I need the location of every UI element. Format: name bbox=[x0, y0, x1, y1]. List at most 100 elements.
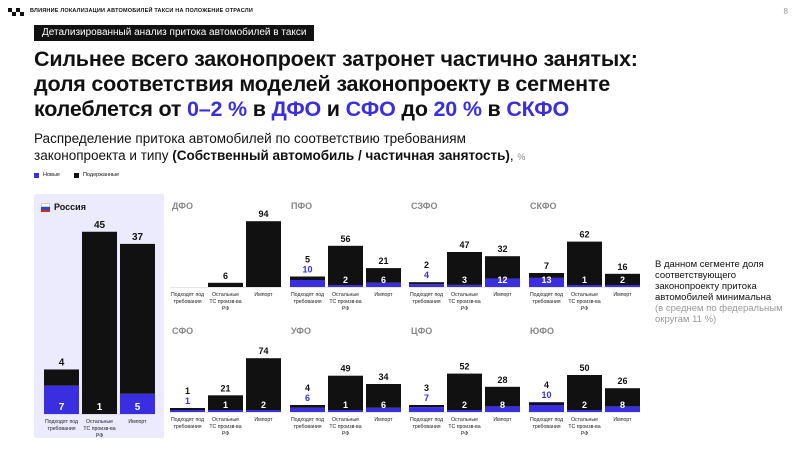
yandex-taxi-logo-icon bbox=[8, 8, 24, 17]
panel-8-bar-used-1 bbox=[567, 375, 602, 410]
panel-7-category-1: Остальные bbox=[451, 417, 478, 423]
panel-3-label-used-1: 47 bbox=[459, 240, 469, 250]
panel-8-bar-used-0 bbox=[529, 402, 564, 405]
panel-6-label-used-0: 4 bbox=[305, 383, 310, 393]
panel-6-bar-new-1 bbox=[328, 410, 363, 412]
panel-3-label-used-2: 32 bbox=[497, 244, 507, 254]
panel-5-label-used-2: 74 bbox=[258, 346, 268, 356]
panel-7-bar-new-1 bbox=[447, 410, 482, 412]
panel-6-category-1: ТС произв-ва bbox=[329, 424, 361, 430]
panel-2-category-1: ТС произв-ва bbox=[329, 299, 361, 305]
panel-6-bar-new-0 bbox=[290, 407, 325, 412]
panel-2-bar-new-1 bbox=[328, 285, 363, 287]
panel-1-category-1: РФ bbox=[222, 306, 229, 312]
panel-2-bar-used-2 bbox=[366, 268, 401, 283]
headline-line-2: доля соответствия моделей законопроекту … bbox=[34, 72, 610, 96]
panel-7-category-1: РФ bbox=[461, 431, 468, 437]
panel-0-label-used-2: 37 bbox=[132, 232, 144, 243]
panel-2-bar-used-1 bbox=[328, 245, 363, 285]
panel-2-bar-new-2 bbox=[366, 282, 401, 287]
panel-5-category-2: Импорт bbox=[254, 417, 273, 423]
panel-4-category-0: требования bbox=[532, 299, 560, 305]
panel-7-bar-new-2 bbox=[485, 406, 520, 412]
panel-5-category-1: Остальные bbox=[212, 417, 239, 423]
panel-8-bar-new-1 bbox=[567, 410, 602, 412]
panel-0-label-used-1: 45 bbox=[94, 220, 106, 231]
panel-3-category-2: Импорт bbox=[493, 292, 512, 298]
panel-6-label-new-0: 6 bbox=[305, 393, 310, 403]
panel-7-bar-used-1 bbox=[447, 373, 482, 410]
panel-3-bar-used-0 bbox=[409, 282, 444, 285]
panel-4-label-inbar-2: 2 bbox=[620, 275, 625, 285]
panel-8-category-0: требования bbox=[532, 424, 560, 430]
panel-7-category-0: требования bbox=[412, 424, 440, 430]
panel-3-category-1: РФ bbox=[461, 306, 468, 312]
panel-4-label-used-0: 7 bbox=[544, 261, 549, 271]
panel-3-label-inbar-1: 3 bbox=[462, 275, 467, 285]
panel-5-bar-used-0 bbox=[170, 408, 205, 410]
panel-2-label-used-0: 5 bbox=[305, 255, 310, 265]
panel-3-category-1: Остальные bbox=[451, 292, 478, 298]
panel-1-category-0: Подходят под bbox=[171, 292, 204, 298]
panel-0-label-used-0: 4 bbox=[59, 357, 65, 368]
panel-5-bar-new-0 bbox=[170, 410, 205, 412]
panel-7-label-used-1: 52 bbox=[459, 362, 469, 372]
panel-7-label-inbar-1: 2 bbox=[462, 400, 467, 410]
panel-0-label-inbar-1: 1 bbox=[97, 402, 103, 413]
panel-8-category-1: ТС произв-ва bbox=[568, 424, 600, 430]
panel-7-label-new-0: 7 bbox=[424, 393, 429, 403]
panel-6-category-0: требования bbox=[293, 424, 321, 430]
panel-4-label-inbar-1: 1 bbox=[582, 275, 587, 285]
panel-0-bar-used-0 bbox=[44, 369, 79, 386]
page-number: 8 bbox=[783, 7, 788, 16]
panel-2-label-used-1: 56 bbox=[340, 234, 350, 244]
panel-3-category-1: ТС произв-ва bbox=[448, 299, 480, 305]
panel-5-bar-new-2 bbox=[246, 410, 281, 412]
panel-1-bar-used-1 bbox=[208, 282, 243, 287]
panel-3-bar-used-2 bbox=[485, 256, 520, 279]
panel-2-label-inbar-2: 6 bbox=[381, 275, 386, 285]
panel-8-category-1: РФ bbox=[581, 431, 588, 437]
panel-7-bar-used-0 bbox=[409, 405, 444, 408]
panel-8-label-used-1: 50 bbox=[579, 363, 589, 373]
panel-1-category-1: ТС произв-ва bbox=[209, 299, 241, 305]
panel-3-bar-new-2 bbox=[485, 278, 520, 287]
panel-6-category-1: Остальные bbox=[332, 417, 359, 423]
panel-6-category-0: Подходят под bbox=[291, 417, 324, 423]
headline-line-3: колеблется от 0–2 % в ДФО и СФО до 20 % … bbox=[34, 97, 569, 121]
panel-7-bar-used-2 bbox=[485, 386, 520, 407]
panel-5-bar-used-1 bbox=[208, 395, 243, 410]
panel-4-category-0: Подходят под bbox=[530, 292, 563, 298]
panel-6-label-inbar-2: 6 bbox=[381, 400, 386, 410]
panel-3-label-used-0: 2 bbox=[424, 260, 429, 270]
panel-8-label-used-0: 4 bbox=[544, 380, 549, 390]
panel-4-label-used-1: 62 bbox=[579, 230, 589, 240]
panel-3-category-0: требования bbox=[412, 299, 440, 305]
panel-3-bar-new-0 bbox=[409, 284, 444, 287]
side-note: В данном сегменте доля соответствующего … bbox=[655, 259, 783, 325]
panel-1-category-0: требования bbox=[173, 299, 201, 305]
panel-1-bar-used-2 bbox=[246, 221, 281, 287]
panel-5-label-used-1: 21 bbox=[220, 383, 230, 393]
panel-0-category-0: Подходят под bbox=[45, 419, 78, 425]
panel-5-label-inbar-2: 2 bbox=[261, 400, 266, 410]
panel-4-bar-new-1 bbox=[567, 285, 602, 287]
panel-2-category-1: РФ bbox=[342, 306, 349, 312]
panel-0-category-0: требования bbox=[47, 426, 75, 432]
panel-1-label-used-1: 6 bbox=[223, 271, 228, 281]
panel-2-category-0: Подходят под bbox=[291, 292, 324, 298]
panel-4-category-1: РФ bbox=[581, 306, 588, 312]
panel-0-category-2: Импорт bbox=[128, 419, 147, 425]
panel-1-category-2: Импорт bbox=[254, 292, 273, 298]
panel-4-bar-used-2 bbox=[605, 273, 640, 285]
panel-8-label-inbar-2: 8 bbox=[620, 400, 625, 410]
document-title: ВЛИЯНИЕ ЛОКАЛИЗАЦИИ АВТОМОБИЛЕЙ ТАКСИ НА… bbox=[30, 8, 253, 14]
panel-7-label-inbar-2: 8 bbox=[500, 400, 505, 410]
panel-8-bar-new-0 bbox=[529, 405, 564, 412]
panel-4-category-1: Остальные bbox=[571, 292, 598, 298]
panel-3-bar-new-1 bbox=[447, 284, 482, 287]
panel-0-bar-new-0 bbox=[44, 385, 79, 414]
panel-5-category-1: РФ bbox=[222, 431, 229, 437]
panel-8-category-0: Подходят под bbox=[530, 417, 563, 423]
